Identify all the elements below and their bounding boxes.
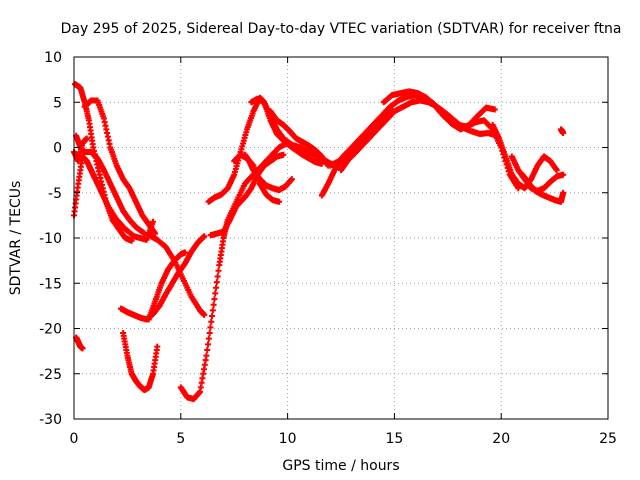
data-point [209, 313, 216, 320]
data-point [207, 324, 214, 331]
x-tick-label: 15 [385, 431, 403, 447]
data-point [209, 307, 216, 314]
data-point [205, 335, 212, 342]
data-point [213, 284, 220, 291]
series-arc2 [71, 153, 157, 243]
x-tick-label: 5 [176, 431, 185, 447]
series-arc26 [558, 126, 567, 137]
series-arc17 [267, 108, 332, 169]
y-tick-label: -5 [48, 186, 62, 202]
data-point [553, 167, 560, 174]
data-point [204, 346, 211, 353]
data-point [211, 296, 218, 303]
data-point [214, 273, 221, 280]
data-point [288, 176, 295, 183]
y-tick-label: 10 [44, 50, 62, 66]
axis-ticks: 0 5 10 15 20 25 10 5 0 -5 -10 -15 -20 -25 -30 [39, 50, 617, 447]
data-point [213, 279, 220, 286]
data-point [560, 130, 567, 137]
x-tick-label: 10 [279, 431, 297, 447]
data-point [560, 189, 567, 196]
data-point [215, 267, 222, 274]
y-tick-label: -25 [39, 367, 62, 383]
data-point [182, 249, 189, 256]
x-axis-label: GPS time / hours [282, 458, 399, 474]
series-arc15 [231, 151, 283, 205]
series-arc22 [380, 88, 498, 133]
data-point [154, 343, 161, 350]
series-arc16 [248, 95, 325, 167]
data-point [206, 330, 213, 337]
data-point [79, 345, 86, 352]
data-point [201, 311, 208, 318]
series-arc4 [81, 97, 159, 237]
data-point [205, 341, 212, 348]
chart-title: Day 295 of 2025, Sidereal Day-to-day VTE… [61, 21, 622, 37]
y-axis-label: SDTVAR / TECUs [8, 181, 24, 296]
series-arc1 [72, 81, 135, 244]
data-point [83, 135, 90, 142]
series-arc9 [147, 233, 208, 318]
data-marks [71, 81, 567, 403]
data-point [560, 171, 567, 178]
y-tick-label: 0 [53, 141, 62, 157]
data-point [203, 352, 210, 359]
x-tick-label: 20 [492, 431, 510, 447]
data-point [128, 237, 135, 244]
series-arc25 [519, 171, 567, 205]
y-tick-label: -10 [39, 231, 62, 247]
y-tick-label: -15 [39, 276, 62, 292]
data-point [150, 218, 157, 225]
data-point [212, 290, 219, 297]
x-tick-label: 0 [70, 431, 79, 447]
series-arc6 [73, 334, 86, 352]
series-arc10 [117, 233, 208, 323]
data-point [276, 198, 283, 205]
data-point [208, 318, 215, 325]
y-tick-label: -30 [39, 412, 62, 428]
series-arc7 [120, 330, 161, 394]
data-point [280, 151, 287, 158]
data-point [141, 230, 148, 237]
data-point [201, 233, 208, 240]
x-tick-label: 25 [599, 431, 617, 447]
y-tick-label: 5 [53, 95, 62, 111]
data-point [210, 301, 217, 308]
y-tick-label: -20 [39, 322, 62, 338]
series-arc12 [207, 151, 287, 239]
data-point [491, 106, 498, 113]
